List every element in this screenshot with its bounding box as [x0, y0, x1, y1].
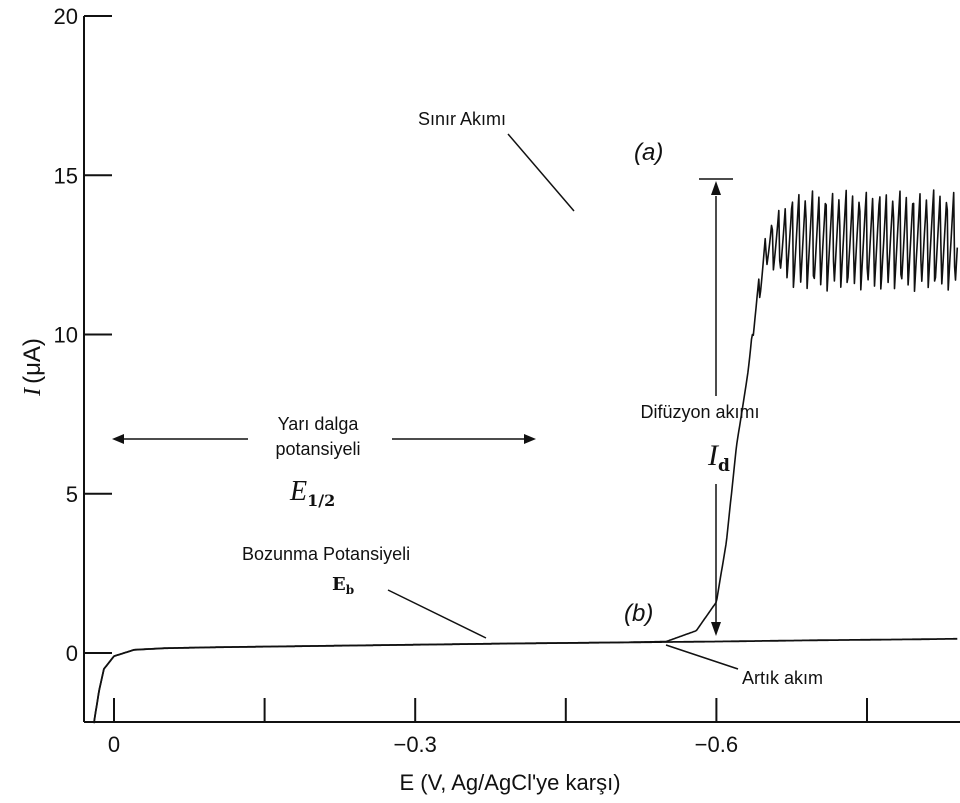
y-tick-label: 0 — [66, 641, 78, 666]
artik-label: Artık akım — [742, 668, 823, 688]
x-tick-label: 0 — [108, 732, 120, 757]
sinir-akimi-label: Sınır Akımı — [418, 109, 506, 129]
y-tick-label: 10 — [54, 323, 78, 348]
sinir-akimi-pointer — [507, 133, 575, 212]
x-tick-label: −0.6 — [695, 732, 738, 757]
y-tick-label: 20 — [54, 4, 78, 29]
artik-pointer — [665, 644, 739, 670]
diffusion-arrow-down-head — [711, 622, 721, 636]
y-axis-title: I(μA) — [19, 338, 46, 397]
difuzyon-label: Difüzyon akımı — [640, 402, 759, 422]
axes-group — [83, 16, 960, 723]
diffusion-arrow-up-head — [711, 181, 721, 195]
curve-a-label: (a) — [634, 139, 663, 166]
yari-dalga-label-line2: potansiyeli — [275, 439, 360, 459]
yari-dalga-label-line1: Yarı dalga — [278, 414, 360, 434]
series-group — [93, 189, 959, 724]
half-wave-arrow-left-head — [112, 434, 124, 444]
series-b-line — [93, 637, 958, 724]
bozunma-pointer — [387, 589, 487, 639]
curve-b-label: (b) — [624, 600, 653, 627]
bozunma-label: Bozunma Potansiyeli — [242, 544, 410, 564]
x-axis-title: E (V, Ag/AgCl'ye karşı) — [399, 770, 620, 795]
y-tick-label: 15 — [54, 163, 78, 188]
id-symbol: Id — [707, 439, 730, 476]
e-half-symbol: E1/2 — [289, 476, 335, 510]
half-wave-arrow-right-head — [524, 434, 536, 444]
annotations-group: Sınır Akımı (a) Yarı dalga potansiyeli E… — [112, 109, 823, 688]
x-tick-label: −0.3 — [393, 732, 436, 757]
eb-symbol: Eb — [332, 574, 354, 597]
y-tick-label: 5 — [66, 482, 78, 507]
